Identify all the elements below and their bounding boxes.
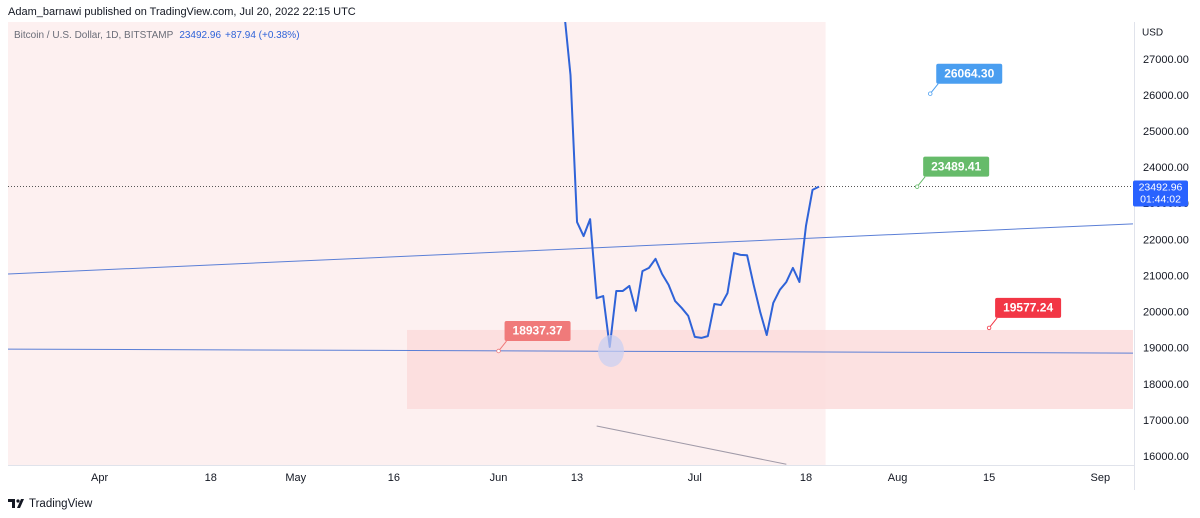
y-tick-label: 19000.00 <box>1143 343 1189 355</box>
annotation-label: 19577.24 <box>1003 301 1053 315</box>
y-tick-label: 24000.00 <box>1143 162 1189 174</box>
x-tick-label: 16 <box>388 472 400 484</box>
y-tick-label: 25000.00 <box>1143 126 1189 138</box>
annotation-label: 23489.41 <box>931 159 981 173</box>
annotation-box <box>504 321 571 342</box>
logo-mark <box>17 499 24 508</box>
y-tick-label: 16000.00 <box>1143 451 1189 463</box>
annotation-box <box>936 63 1003 84</box>
x-tick-label: Sep <box>1091 472 1111 484</box>
x-tick-label: May <box>285 472 306 484</box>
logo-dot <box>16 499 20 503</box>
brand: TradingView <box>29 498 93 510</box>
y-axis-unit: USD <box>1142 28 1163 39</box>
y-tick-label: 20000.00 <box>1143 307 1189 319</box>
y-tick-label: 22000.00 <box>1143 234 1189 246</box>
low-highlight <box>598 335 624 367</box>
last-price-box <box>1133 180 1188 207</box>
publisher: Adam_barnawi published on TradingView.co… <box>8 6 356 18</box>
annotation-label: 26064.30 <box>944 66 994 80</box>
annotation-label: 18937.37 <box>513 324 563 338</box>
price-zone <box>406 329 1133 410</box>
x-tick-label: 18 <box>205 472 217 484</box>
brand-logo <box>8 499 24 508</box>
countdown: 01:44:02 <box>1140 193 1181 205</box>
price-line <box>564 22 820 348</box>
x-tick-label: 18 <box>800 472 812 484</box>
symbol-line: Bitcoin / U.S. Dollar, 1D, BITSTAMP 23492… <box>14 30 300 41</box>
last-price-label: 23492.96 <box>1139 181 1183 193</box>
trend-line <box>596 425 787 465</box>
y-tick-label: 17000.00 <box>1143 415 1189 427</box>
change: +87.94 (+0.38%) <box>225 30 300 41</box>
x-tick-label: Jul <box>688 472 702 484</box>
x-tick-label: 13 <box>571 472 583 484</box>
x-tick-label: 15 <box>983 472 995 484</box>
x-tick-label: Aug <box>888 472 908 484</box>
symbol: Bitcoin / U.S. Dollar, 1D, BITSTAMP <box>14 30 174 41</box>
annotation-anchor <box>914 184 920 189</box>
x-tick-label: Apr <box>91 472 108 484</box>
y-tick-label: 27000.00 <box>1143 54 1189 66</box>
y-tick-label: 18000.00 <box>1143 379 1189 391</box>
annotation-box <box>923 156 990 177</box>
trend-line <box>8 348 1133 354</box>
overlay: 26064.30 23489.41 19577.24 18937.37 <box>496 63 1062 354</box>
annotation-box <box>995 297 1062 318</box>
annotation-anchor <box>928 91 933 96</box>
y-tick-label: 26000.00 <box>1143 90 1189 102</box>
annotation-anchor <box>496 348 501 354</box>
logo-mark <box>8 499 15 508</box>
x-tick-label: Jun <box>490 472 508 484</box>
plot-area <box>8 22 1133 465</box>
y-tick-label: 21000.00 <box>1143 270 1189 282</box>
annotation-anchor <box>986 325 992 331</box>
trend-line <box>8 223 1133 275</box>
quote: 23492.96 <box>179 30 221 41</box>
